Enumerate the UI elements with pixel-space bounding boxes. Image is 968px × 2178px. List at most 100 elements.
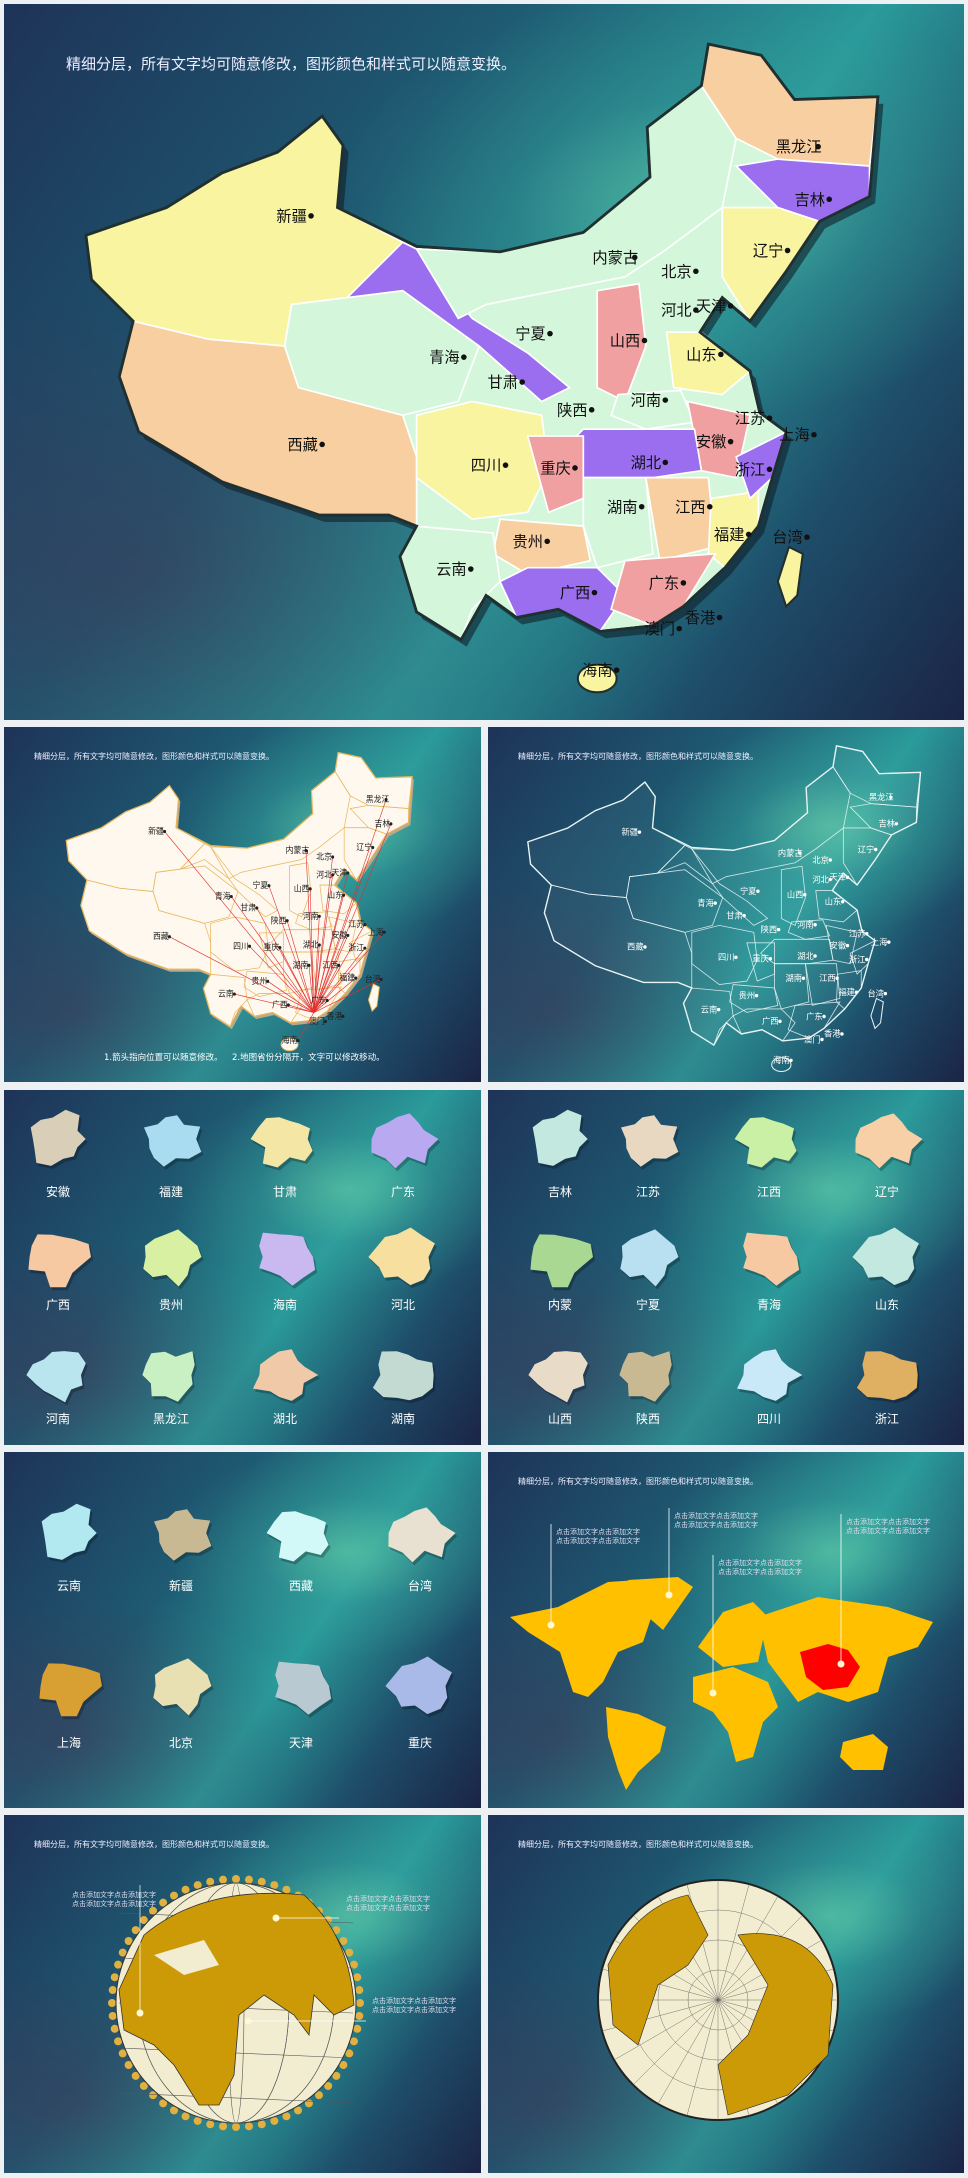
province-dot (840, 899, 845, 904)
province-card[interactable]: 青海 (714, 1222, 824, 1323)
province-card[interactable]: 贵州 (116, 1222, 226, 1323)
province-card[interactable]: 上海 (14, 1651, 124, 1761)
province-dot (713, 901, 717, 905)
globe-bead (108, 2011, 117, 2020)
slide-outline-map[interactable]: 精细分层，所有文字均可随意修改，图形颜色和样式可以随意变换。 新疆 西藏 青海 甘肃 宁… (488, 727, 964, 1082)
province-dot (716, 1007, 721, 1012)
province-card[interactable]: 吉林 (505, 1104, 615, 1210)
province-card[interactable]: 山东 (832, 1222, 942, 1323)
province-name: 内蒙 (547, 1298, 572, 1312)
province-label-17: 重庆 (263, 942, 279, 952)
province-label-4: 宁夏 (253, 880, 269, 890)
arrow-line (164, 831, 315, 1013)
province-border (152, 859, 239, 924)
province-card[interactable]: 湖南 (348, 1340, 458, 1437)
province-label-23: 湖南 (785, 973, 802, 983)
province-card[interactable]: 台湾 (365, 1498, 475, 1604)
province-dot (588, 407, 595, 413)
province-dot (803, 893, 807, 897)
callout-text[interactable]: 点击添加文字点击添加文字 点击添加文字点击添加文字 (346, 1895, 430, 1912)
callout-text[interactable]: 点击添加文字点击添加文字 点击添加文字点击添加文字 (372, 1997, 456, 2014)
slide-world-map[interactable]: 精细分层，所有文字均可随意修改，图形颜色和样式可以随意变换。 点击添加文字点击添… (488, 1452, 964, 1808)
province-label-32: 澳门 (644, 620, 675, 638)
province-shape (143, 1229, 204, 1290)
province-card[interactable]: 广西 (4, 1222, 113, 1323)
callout-text[interactable]: 点击添加文字点击添加文字 点击添加文字点击添加文字 (556, 1528, 640, 1545)
globe-bead (149, 2091, 158, 2100)
callout-text[interactable]: 点击添加文字点击添加文字 点击添加文字点击添加文字 (674, 1512, 758, 1529)
province-name: 河北 (390, 1298, 415, 1312)
province-card[interactable]: 湖北 (230, 1340, 340, 1437)
province-card[interactable]: 宁夏 (593, 1222, 703, 1323)
province-label-1: 西藏 (627, 942, 644, 952)
province-card[interactable]: 海南 (230, 1222, 340, 1323)
province-label-25: 福建 (839, 987, 856, 997)
province-name: 黑龙江 (152, 1412, 189, 1426)
province-card[interactable]: 江西 (714, 1104, 824, 1210)
province-dot (267, 884, 271, 888)
province-dot (379, 977, 383, 982)
slide-arrow-map[interactable]: 精细分层，所有文字均可随意修改，图形颜色和样式可以随意变换。 新疆 西藏 青海 甘肃 宁… (4, 727, 481, 1082)
province-shape (154, 1509, 214, 1564)
province-card[interactable]: 甘肃 (230, 1104, 340, 1210)
province-card[interactable]: 西藏 (246, 1498, 356, 1604)
province-card[interactable]: 陕西 (593, 1340, 703, 1437)
province-card[interactable]: 安徽 (4, 1104, 113, 1210)
province-silhouette (41, 1503, 97, 1560)
province-dot (547, 330, 553, 337)
slide-province-grid-1[interactable]: 安徽 福建 甘肃 广东广西 贵州 海南 河北河南 黑龙江 湖北 湖南 (4, 1090, 481, 1445)
province-dot (572, 465, 578, 471)
province-card[interactable]: 江苏 (593, 1104, 703, 1210)
province-card[interactable]: 广东 (348, 1104, 458, 1210)
province-card[interactable]: 四川 (714, 1340, 824, 1437)
globe-bead (332, 1926, 341, 1935)
province-card[interactable]: 浙江 (832, 1340, 942, 1437)
province-label-31: 香港 (824, 1029, 841, 1039)
province-dot (662, 397, 669, 403)
slide-colored-china-map[interactable]: 精细分层，所有文字均可随意修改，图形颜色和样式可以随意变换。 新疆 西藏 青海 甘肃 宁… (4, 4, 964, 720)
globe-bead (170, 1891, 178, 1900)
province-dot (319, 441, 325, 448)
province-card[interactable]: 内蒙 (505, 1222, 615, 1323)
province-card[interactable]: 黑龙江 (116, 1340, 226, 1437)
province-card[interactable]: 新疆 (126, 1498, 236, 1604)
province-border (349, 930, 373, 963)
province-card[interactable]: 河南 (4, 1340, 113, 1437)
province-label-24: 江西 (675, 498, 706, 516)
province-label-6: 黑龙江 (366, 794, 390, 804)
slide-globe-polar[interactable]: 精细分层，所有文字均可随意修改，图形颜色和样式可以随意变换。 (488, 1815, 964, 2173)
taiwan-island (367, 983, 380, 1013)
polar-globe-map (597, 1879, 839, 2121)
province-shape (856, 1351, 920, 1404)
province-label-29: 广西 (762, 1016, 779, 1026)
province-card[interactable]: 重庆 (365, 1651, 475, 1761)
slide-province-grid-3[interactable]: 云南 新疆 西藏 台湾上海 北京 天津 重庆 (4, 1452, 481, 1808)
province-card[interactable]: 天津 (246, 1651, 356, 1761)
province-dot (734, 955, 738, 960)
globe-bead (282, 2112, 291, 2121)
callout-text[interactable]: 点击添加文字点击添加文字 点击添加文字点击添加文字 (72, 1891, 156, 1908)
province-card[interactable]: 北京 (126, 1651, 236, 1761)
slide-globe-africa[interactable]: 精细分层，所有文字均可随意修改，图形颜色和样式可以随意变换。 点击添加文字点击添… (4, 1815, 481, 2173)
callout-text[interactable]: 点击添加文字点击添加文字 点击添加文字点击添加文字 (846, 1518, 930, 1535)
province-label-30: 广东 (806, 1011, 823, 1021)
province-label-14: 河南 (797, 919, 814, 929)
province-dot (286, 1003, 290, 1007)
province-dot (820, 1037, 824, 1042)
globe-bead (332, 2071, 341, 2080)
globe-bead (270, 1881, 279, 1890)
slide-province-grid-2[interactable]: 吉林 江苏 江西 辽宁内蒙 宁夏 青海 山东山西 陕西 四川 浙江 (488, 1090, 964, 1445)
province-card[interactable]: 河北 (348, 1222, 458, 1323)
province-card[interactable]: 福建 (116, 1104, 226, 1210)
province-label-15: 陕西 (271, 915, 287, 925)
province-card[interactable]: 山西 (505, 1340, 615, 1437)
globe-bead (324, 2081, 333, 2090)
province-card[interactable]: 云南 (14, 1498, 124, 1604)
globe-bead (139, 1916, 148, 1925)
province-dot (308, 213, 314, 219)
globe-bead (206, 1877, 215, 1886)
province-silhouette (154, 1509, 212, 1561)
province-name: 青海 (756, 1298, 781, 1312)
province-card[interactable]: 辽宁 (832, 1104, 942, 1210)
callout-text[interactable]: 点击添加文字点击添加文字 点击添加文字点击添加文字 (718, 1559, 802, 1576)
